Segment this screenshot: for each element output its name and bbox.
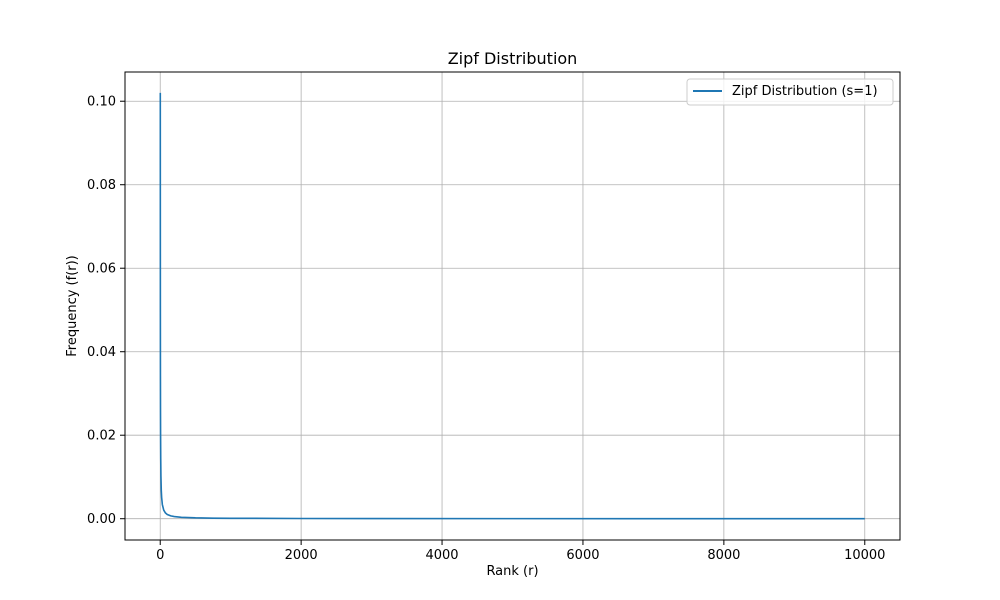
legend-entry-label: Zipf Distribution (s=1) bbox=[732, 84, 878, 99]
legend-box bbox=[686, 78, 894, 106]
legend: Zipf Distribution (s=1) bbox=[686, 78, 894, 106]
x-axis-label: Rank (r) bbox=[486, 564, 538, 579]
x-tick-label: 0 bbox=[156, 548, 164, 563]
y-tick-label: 0.06 bbox=[87, 262, 116, 277]
x-tick-label: 6000 bbox=[566, 548, 599, 563]
tick-layer: 0 2000 4000 6000 8000 10000 0.00 0.02 0.04 0.06 0.… bbox=[87, 95, 885, 563]
x-tick-label: 4000 bbox=[425, 548, 458, 563]
plot-frame bbox=[124, 71, 901, 541]
x-tick-label: 8000 bbox=[707, 548, 740, 563]
series-line bbox=[159, 92, 865, 520]
y-tick-label: 0.10 bbox=[87, 95, 116, 110]
y-tick-label: 0.02 bbox=[87, 429, 116, 444]
x-tick-label: 2000 bbox=[285, 548, 318, 563]
chart-title: Zipf Distribution bbox=[448, 49, 578, 68]
x-tick-label: 10000 bbox=[844, 548, 885, 563]
series-layer bbox=[159, 92, 865, 520]
y-tick-label: 0.08 bbox=[87, 178, 116, 193]
y-tick-label: 0.00 bbox=[87, 512, 116, 527]
y-axis-label: Frequency (f(r)) bbox=[65, 255, 80, 357]
y-tick-label: 0.04 bbox=[87, 345, 116, 360]
